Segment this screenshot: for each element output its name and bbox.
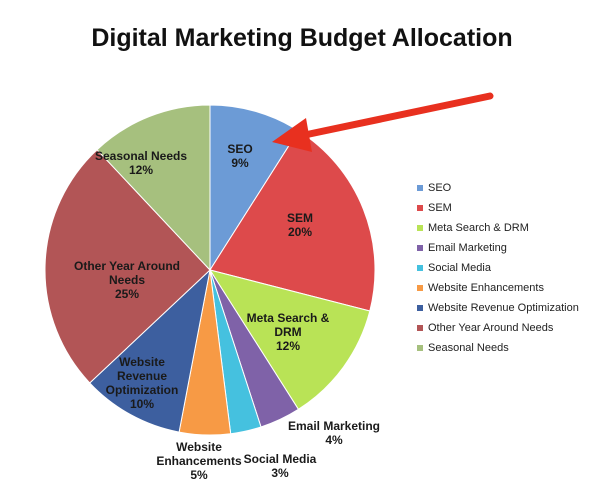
data-label: Website Revenue Optimization 10%: [97, 355, 187, 411]
data-label: Website Enhancements 5%: [144, 440, 254, 482]
legend-label: SEO: [428, 182, 452, 194]
pie-slice: [44, 149, 211, 384]
legend-entry: Meta Search & DRM: [417, 222, 529, 234]
slice-value: 3%: [271, 466, 289, 480]
pie-slice: [96, 104, 211, 272]
slice-value: 4%: [325, 433, 343, 447]
legend-swatch: [417, 205, 423, 211]
legend-entry: Seasonal Needs: [417, 342, 509, 354]
data-label: SEM 20%: [270, 211, 330, 239]
arrow: [272, 92, 494, 152]
legend-entry: Website Enhancements: [417, 282, 544, 294]
pie-slice: [208, 269, 371, 411]
data-label: Meta Search & DRM 12%: [238, 311, 338, 353]
legend-entry: SEM: [417, 202, 452, 214]
legend-entry: Website Revenue Optimization: [417, 302, 579, 314]
slice-name: Email Marketing: [287, 419, 381, 433]
slice-name: SEO: [227, 142, 253, 156]
pie-slice: [89, 268, 211, 433]
slice-name: Website Revenue Optimization: [105, 355, 179, 397]
slice-value: 12%: [275, 339, 301, 353]
legend-swatch: [417, 185, 423, 191]
legend-entry: Other Year Around Needs: [417, 322, 553, 334]
legend-swatch: [417, 305, 423, 311]
legend-swatch: [417, 285, 423, 291]
data-label: Social Media 3%: [235, 452, 325, 480]
legend-swatch: [417, 265, 423, 271]
legend-label: Website Revenue Optimization: [428, 302, 579, 314]
slice-name: Other Year Around Needs: [73, 259, 181, 287]
legend-entry: Social Media: [417, 262, 491, 274]
legend-label: Website Enhancements: [428, 282, 544, 294]
data-label: SEO 9%: [210, 142, 270, 170]
slice-name: Meta Search & DRM: [246, 311, 330, 339]
legend-label: Social Media: [428, 262, 491, 274]
legend-label: Meta Search & DRM: [428, 222, 529, 234]
slice-name: Website Enhancements: [156, 440, 242, 468]
slice-value: 9%: [231, 156, 249, 170]
slice-value: 20%: [287, 225, 313, 239]
legend-swatch: [417, 245, 423, 251]
slice-name: Social Media: [243, 452, 317, 466]
legend-entry: SEO: [417, 182, 451, 194]
legend-label: Email Marketing: [428, 242, 507, 254]
slice-value: 5%: [190, 468, 208, 482]
legend-label: Seasonal Needs: [428, 342, 509, 354]
legend-entry: Email Marketing: [417, 242, 507, 254]
data-label: Seasonal Needs 12%: [91, 149, 191, 177]
chart-title: Digital Marketing Budget Allocation: [91, 24, 512, 52]
data-label: Email Marketing 4%: [274, 419, 394, 447]
data-label: Other Year Around Needs 25%: [62, 259, 192, 301]
legend-swatch: [417, 225, 423, 231]
legend-label: SEM: [428, 202, 452, 214]
slice-name: SEM: [286, 211, 313, 225]
slice-value: 25%: [114, 287, 140, 301]
legend-label: Other Year Around Needs: [428, 322, 554, 334]
pie-slice: [209, 129, 376, 312]
legend-swatch: [417, 325, 423, 331]
legend-swatch: [417, 345, 423, 351]
slice-value: 10%: [129, 397, 155, 411]
slice-name: Seasonal Needs: [94, 149, 188, 163]
slice-value: 12%: [128, 163, 154, 177]
